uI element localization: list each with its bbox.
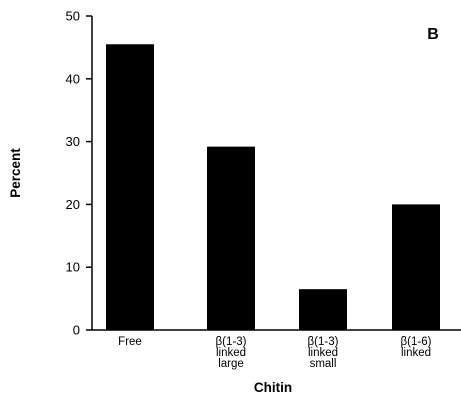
bars-group [106, 44, 440, 330]
category-label: Free [118, 336, 142, 348]
y-tick-label: 20 [66, 197, 80, 212]
y-tick-label: 30 [66, 134, 80, 149]
y-tick-label: 10 [66, 260, 80, 275]
bar [106, 44, 154, 330]
panel-label: B [427, 26, 439, 43]
bar [392, 204, 440, 330]
bar [299, 289, 347, 330]
x-axis-title: Chitin [254, 380, 292, 395]
axes-group [91, 16, 461, 331]
category-label: β(1-3) linked large [216, 336, 247, 370]
category-label: β(1-3) linked small [308, 336, 339, 370]
y-axis-title: Percent [8, 148, 23, 198]
y-ticks-group: 0 10 20 30 40 50 [66, 9, 92, 338]
category-label: β(1-6) linked [401, 336, 432, 359]
y-tick-label: 0 [73, 323, 80, 338]
bar [207, 146, 255, 330]
y-tick-label: 50 [66, 9, 80, 24]
category-labels-group: Free β(1-3) linked large β(1-3) linked small β(… [118, 336, 431, 370]
y-tick-label: 40 [66, 71, 80, 86]
